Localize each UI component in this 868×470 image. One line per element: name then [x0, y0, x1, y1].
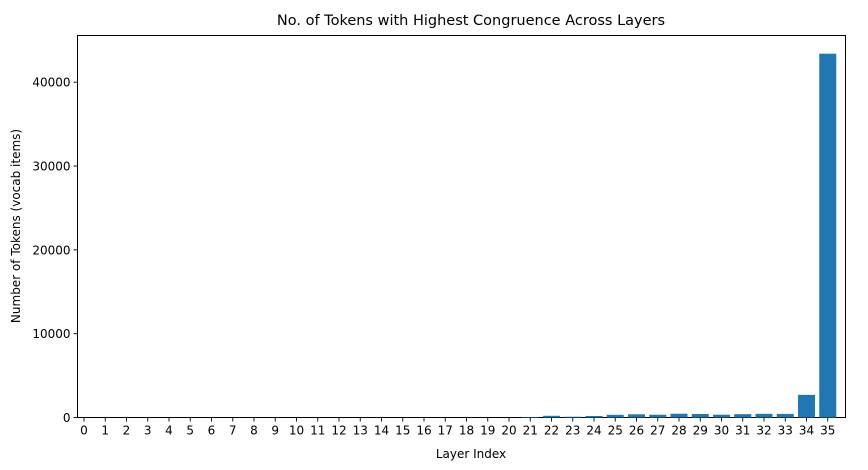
x-tick-label: 32	[756, 424, 771, 438]
bar-layer-31	[734, 414, 752, 418]
x-tick-label: 26	[629, 424, 644, 438]
x-tick-label: 24	[586, 424, 601, 438]
y-axis-label: Number of Tokens (vocab items)	[9, 129, 23, 323]
y-tick-label: 10000	[32, 327, 70, 341]
bar-layer-30	[713, 414, 730, 418]
x-tick-label: 22	[544, 424, 559, 438]
x-tick-label: 8	[250, 424, 258, 438]
x-tick-label: 19	[480, 424, 495, 438]
x-tick-label: 21	[523, 424, 538, 438]
bar-layer-26	[628, 414, 645, 418]
bar-layer-34	[798, 394, 815, 418]
x-tick-label: 6	[208, 424, 216, 438]
bar-layer-21	[521, 417, 539, 418]
chart-title: No. of Tokens with Highest Congruence Ac…	[277, 13, 665, 29]
bar-layer-29	[691, 413, 709, 418]
x-tick-label: 13	[353, 424, 368, 438]
bar-layer-22	[543, 415, 560, 418]
x-tick-label: 34	[799, 424, 814, 438]
x-tick-label: 2	[123, 424, 131, 438]
bar-layer-33	[776, 413, 794, 418]
x-tick-label: 7	[229, 424, 237, 438]
x-tick-label: 17	[438, 424, 453, 438]
bar-layer-24	[585, 415, 603, 418]
bar-layer-23	[564, 416, 582, 418]
bar-layer-25	[606, 414, 624, 418]
bar-layer-32	[755, 413, 773, 418]
x-tick-label: 33	[778, 424, 793, 438]
x-tick-label: 4	[165, 424, 173, 438]
x-tick-label: 10	[289, 424, 304, 438]
bar-layer-35	[819, 53, 837, 418]
x-tick-label: 20	[501, 424, 516, 438]
y-tick-label: 40000	[32, 76, 70, 90]
x-tick-label: 3	[144, 424, 152, 438]
x-tick-label: 31	[735, 424, 750, 438]
bars-layer	[521, 53, 837, 418]
x-axis-ticks: 0 1 2 3 4 5 6 7 8 9 10 11 12 13 14 15 16 17 18 19 20 21 22 23 24…	[80, 417, 835, 438]
x-tick-label: 35	[820, 424, 835, 438]
y-tick-label: 20000	[32, 243, 70, 257]
y-tick-label: 0	[63, 411, 71, 425]
y-tick-label: 30000	[32, 160, 70, 174]
x-tick-label: 11	[310, 424, 325, 438]
x-tick-label: 23	[565, 424, 580, 438]
x-tick-label: 5	[186, 424, 194, 438]
x-tick-label: 1	[101, 424, 109, 438]
x-tick-label: 25	[608, 424, 623, 438]
x-tick-label: 9	[271, 424, 279, 438]
x-tick-label: 15	[395, 424, 410, 438]
x-tick-label: 30	[714, 424, 729, 438]
plot-area	[77, 35, 846, 418]
x-tick-label: 27	[650, 424, 665, 438]
bar-layer-28	[670, 413, 688, 418]
y-axis-ticks: 0 10000 20000 30000 40000	[32, 76, 78, 425]
x-tick-label: 12	[331, 424, 346, 438]
x-tick-label: 16	[416, 424, 431, 438]
x-tick-label: 29	[693, 424, 708, 438]
x-tick-label: 14	[374, 424, 389, 438]
x-tick-label: 0	[80, 424, 88, 438]
bar-layer-27	[649, 414, 667, 418]
x-tick-label: 18	[459, 424, 474, 438]
x-tick-label: 28	[671, 424, 686, 438]
x-axis-label: Layer Index	[436, 447, 506, 461]
